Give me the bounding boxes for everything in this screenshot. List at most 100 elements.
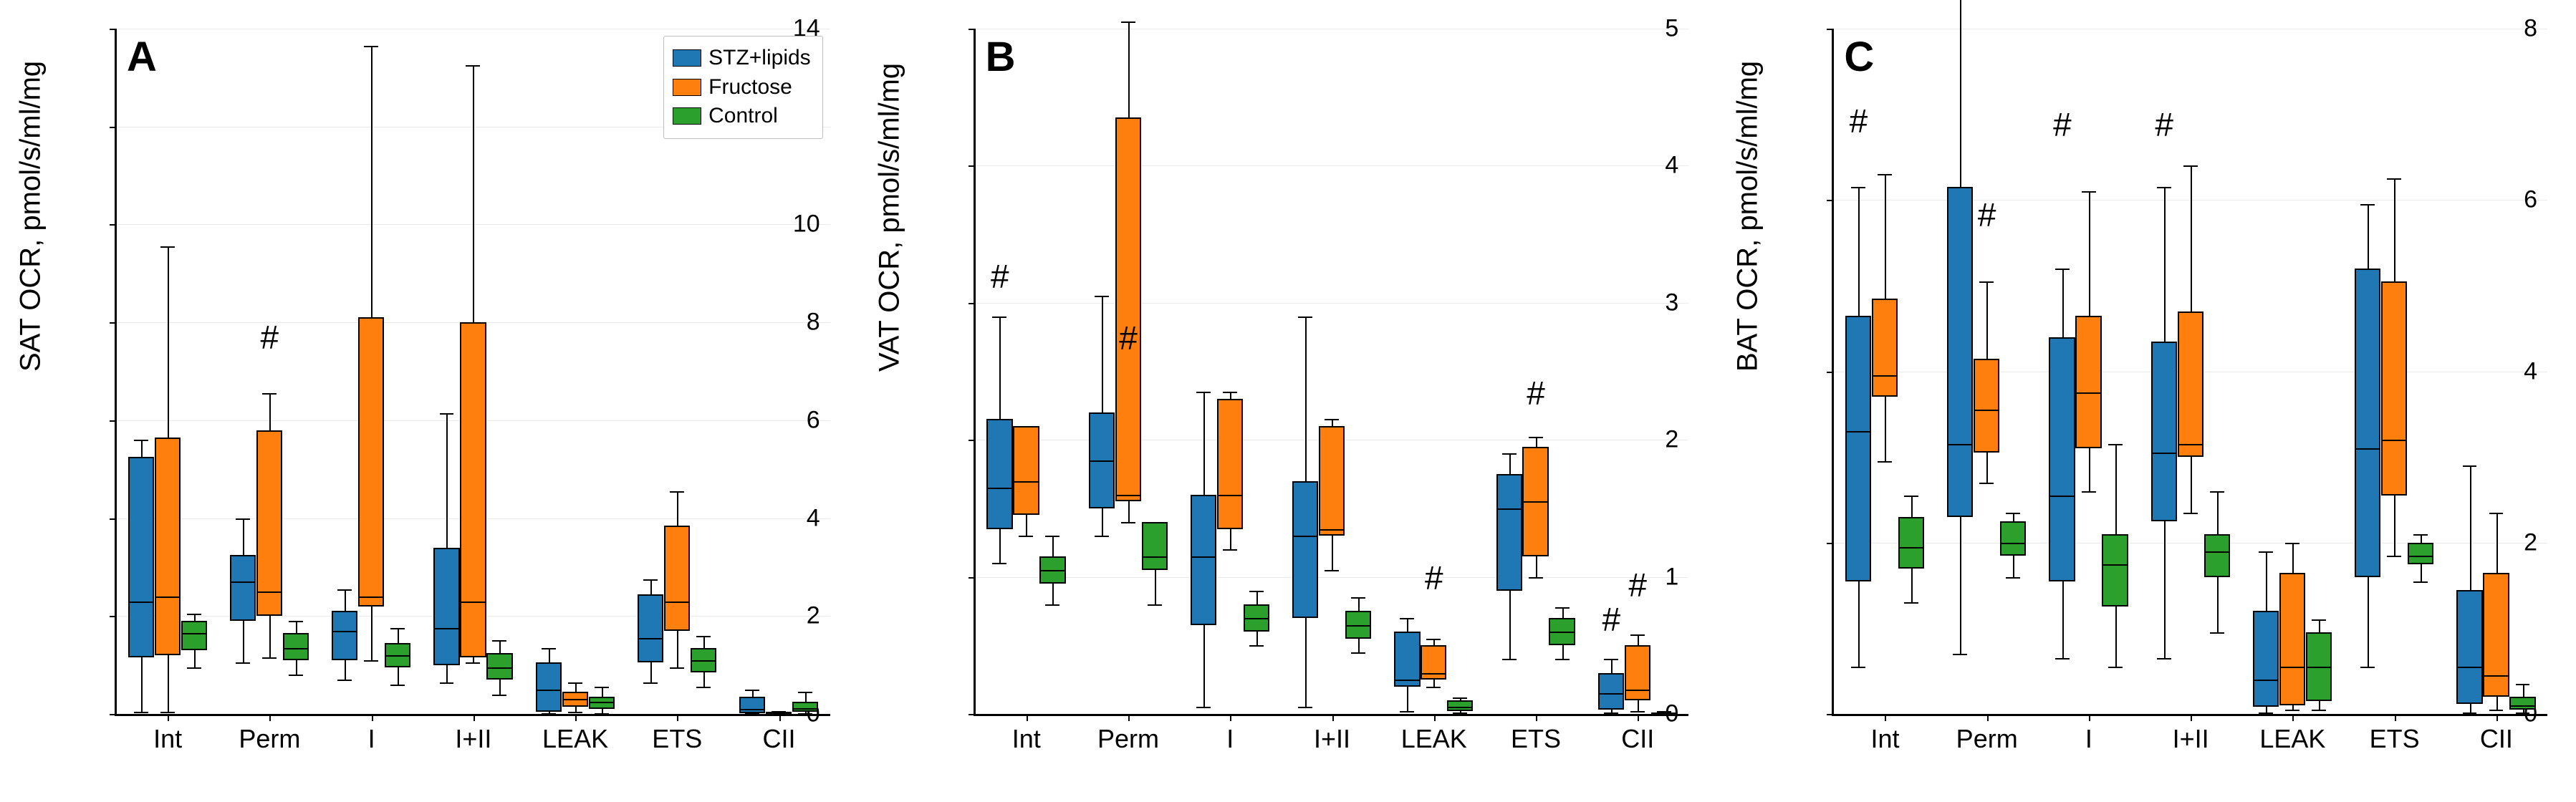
box-median — [332, 631, 357, 632]
box-median — [230, 581, 256, 583]
boxplot-box — [332, 611, 357, 660]
box-median — [486, 667, 512, 669]
box-median — [1598, 693, 1624, 695]
box-median — [1421, 673, 1446, 675]
x-tick — [1638, 714, 1639, 721]
box-median — [460, 602, 486, 603]
whisker-cap-high — [1502, 453, 1517, 455]
boxplot-box — [2381, 281, 2407, 496]
box-median — [1496, 508, 1522, 510]
box-median — [433, 628, 459, 629]
y-tick — [110, 714, 117, 715]
whisker-cap-low — [595, 713, 609, 715]
box-median — [358, 596, 384, 598]
whisker-cap-low — [1630, 711, 1645, 712]
box-median — [283, 648, 309, 649]
y-tick — [1827, 372, 1834, 373]
boxplot-box — [1217, 399, 1243, 529]
x-tick-label: I+II — [2173, 724, 2209, 754]
whisker-cap-low — [134, 712, 148, 713]
x-tick — [677, 714, 678, 721]
y-tick — [110, 29, 117, 30]
whisker-cap-high — [187, 614, 201, 615]
box-median — [986, 488, 1012, 489]
boxplot-box — [230, 555, 256, 621]
figure-container: A02468101214SAT OCR, pmol/s/ml/mgIntPerm… — [0, 0, 2576, 802]
box-median — [1039, 570, 1065, 571]
box-median — [128, 602, 154, 603]
boxplot-box — [664, 526, 690, 631]
whisker-cap-high — [2259, 551, 2273, 553]
whisker-cap-low — [1979, 483, 1994, 484]
box-median — [1191, 556, 1216, 558]
legend-swatch — [673, 79, 701, 96]
y-tick — [969, 165, 976, 167]
legend-label: Control — [708, 102, 778, 131]
boxplot-box — [1191, 495, 1216, 625]
whisker-cap-high — [992, 317, 1006, 318]
y-tick — [1827, 200, 1834, 201]
whisker-cap-high — [798, 692, 812, 693]
whisker-cap-high — [2413, 534, 2428, 536]
whisker-cap-high — [1298, 317, 1312, 318]
whisker-cap-low — [2259, 712, 2273, 714]
box-median — [1217, 495, 1243, 496]
y-tick — [969, 714, 976, 715]
whisker-cap-low — [337, 680, 352, 681]
whisker-cap-high — [2055, 269, 2070, 270]
whisker-cap-low — [1351, 652, 1365, 654]
whisker-cap-low — [1325, 570, 1339, 571]
box-median — [792, 708, 818, 710]
x-tick — [2395, 714, 2396, 721]
box-median — [1292, 536, 1318, 537]
whisker-cap-high — [2285, 543, 2299, 544]
whisker-cap-high — [466, 65, 480, 67]
legend-item: STZ+lipids — [673, 44, 811, 73]
whisker-cap-high — [492, 640, 506, 642]
whisker-cap-low — [236, 662, 250, 664]
whisker-cap-high — [440, 413, 454, 415]
y-tick — [110, 224, 117, 226]
y-tick — [1827, 543, 1834, 544]
box-median — [2355, 448, 2380, 450]
legend-swatch — [673, 107, 701, 125]
boxes-layer — [1834, 29, 2547, 714]
whisker-cap-high — [670, 491, 684, 493]
y-tick — [1827, 29, 1834, 30]
x-tick — [1885, 714, 1886, 721]
whisker-cap-low — [1453, 712, 1467, 714]
panel-letter: B — [986, 33, 1016, 81]
box-median — [155, 596, 181, 598]
x-tick-label: CII — [1621, 724, 1654, 754]
boxplot-box — [638, 594, 663, 663]
whisker-cap-high — [1878, 174, 1892, 175]
whisker-cap-high — [2108, 444, 2123, 445]
box-median — [1845, 431, 1871, 433]
whisker-cap-high — [2489, 513, 2504, 514]
boxplot-box — [2102, 534, 2128, 607]
boxplot-box — [536, 662, 562, 711]
x-tick-label: Int — [1870, 724, 1899, 754]
boxplot-box — [486, 653, 512, 680]
box-median — [2279, 667, 2305, 668]
x-tick-label: Int — [1012, 724, 1041, 754]
whisker-cap-low — [2360, 667, 2375, 668]
whisker-cap-low — [1953, 654, 1967, 655]
whisker-cap-low — [466, 662, 480, 664]
legend: STZ+lipidsFructoseControl — [663, 36, 823, 139]
whisker-cap-low — [2463, 712, 2477, 714]
boxplot-box — [433, 548, 459, 665]
whisker-cap-low — [390, 685, 405, 686]
whisker-cap-high — [1979, 281, 1994, 283]
box-median — [256, 591, 282, 593]
boxplot-box — [2355, 269, 2380, 577]
whisker-cap-high — [1604, 659, 1618, 660]
whisker-cap-low — [440, 682, 454, 684]
boxplot-box — [283, 633, 309, 660]
whisker-cap-low — [2413, 581, 2428, 583]
whisker-cap-low — [492, 695, 506, 696]
whisker-cap-high — [1851, 187, 1865, 188]
box-median — [1244, 618, 1269, 619]
whisker-cap-high — [2360, 204, 2375, 206]
x-tick-label: Perm — [1956, 724, 2018, 754]
